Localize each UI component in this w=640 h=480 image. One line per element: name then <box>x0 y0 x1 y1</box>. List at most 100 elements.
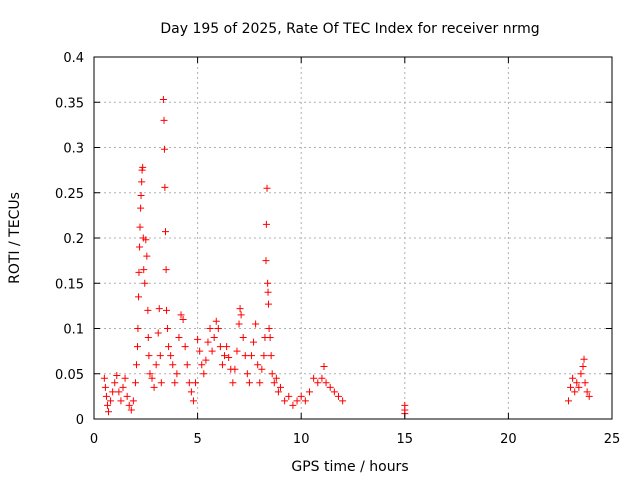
data-point <box>167 352 175 360</box>
data-point <box>165 343 173 351</box>
data-point <box>192 379 200 387</box>
data-point <box>156 352 164 360</box>
data-point <box>573 379 581 387</box>
data-point <box>150 383 158 391</box>
data-point <box>231 365 239 373</box>
data-point <box>285 392 293 400</box>
data-point <box>187 388 195 396</box>
data-point <box>152 361 160 369</box>
y-tick-label: 0.35 <box>55 96 84 111</box>
data-point <box>264 279 272 287</box>
data-point <box>148 374 156 382</box>
x-tick-label: 25 <box>604 432 621 447</box>
data-point <box>194 335 202 343</box>
data-point <box>134 325 142 332</box>
data-point <box>585 392 593 400</box>
data-point <box>198 361 206 369</box>
data-point <box>272 374 280 382</box>
data-point <box>138 178 146 186</box>
data-point <box>185 379 193 387</box>
data-point <box>196 347 204 355</box>
data-point <box>142 236 150 244</box>
data-point <box>289 401 297 409</box>
data-point <box>258 365 266 373</box>
data-point <box>132 361 140 369</box>
y-tick-label: 0.3 <box>63 142 84 157</box>
data-point <box>264 300 272 308</box>
data-point <box>245 379 253 387</box>
x-tick-label: 15 <box>397 432 414 447</box>
data-point <box>212 317 220 325</box>
data-point <box>330 388 338 396</box>
data-point <box>143 252 151 260</box>
data-point <box>274 388 282 396</box>
data-point <box>183 361 191 369</box>
data-point <box>281 397 289 405</box>
data-point <box>135 268 143 276</box>
data-point <box>160 116 168 124</box>
x-axis-ticks: 0 5 10 15 20 25 <box>90 57 620 447</box>
data-point <box>260 352 268 360</box>
data-point <box>159 96 167 104</box>
data-point <box>252 320 260 328</box>
data-point <box>567 383 575 391</box>
x-tick-label: 20 <box>500 432 517 447</box>
data-point <box>223 343 231 351</box>
data-point <box>173 370 181 378</box>
data-point <box>119 383 127 391</box>
data-point <box>221 352 229 360</box>
data-point <box>236 305 244 313</box>
y-axis-ticks: 0 0.05 0.1 0.15 0.2 0.25 0.3 0.35 0.4 <box>55 51 612 428</box>
chart-title: Day 195 of 2025, Rate Of TEC Index for r… <box>160 21 539 37</box>
data-point <box>580 355 588 363</box>
data-point <box>322 379 330 387</box>
data-point <box>581 379 589 387</box>
data-point <box>265 325 273 332</box>
data-point <box>131 379 139 387</box>
data-point <box>117 397 125 405</box>
data-point <box>105 408 113 416</box>
data-point <box>137 191 145 199</box>
data-point <box>160 145 168 153</box>
x-tick-label: 5 <box>193 432 201 447</box>
data-point <box>177 311 185 319</box>
data-point <box>111 379 119 387</box>
data-point <box>113 372 121 380</box>
data-point <box>200 370 208 378</box>
data-point <box>161 228 169 236</box>
y-tick-label: 0.25 <box>55 187 84 202</box>
data-point <box>175 334 183 342</box>
data-point <box>229 379 237 387</box>
data-point <box>270 379 278 387</box>
data-point <box>134 343 142 351</box>
data-point <box>583 388 591 396</box>
data-point <box>161 183 169 191</box>
data-point <box>135 293 143 301</box>
data-point <box>276 383 284 391</box>
data-point <box>121 374 129 382</box>
data-point <box>267 352 275 360</box>
data-point <box>155 305 163 313</box>
data-point <box>208 347 216 355</box>
data-point <box>123 392 131 400</box>
data-point <box>154 329 162 337</box>
data-point <box>334 392 342 400</box>
data-point <box>171 379 179 387</box>
data-point <box>107 397 115 405</box>
data-point <box>101 383 109 391</box>
data-point <box>144 306 152 314</box>
data-point <box>564 397 572 405</box>
data-point <box>146 370 154 378</box>
data-point <box>218 361 226 369</box>
data-point <box>162 266 170 274</box>
data-point <box>569 374 577 382</box>
data-point <box>144 334 152 342</box>
data-point <box>129 397 137 405</box>
data-point <box>181 343 189 351</box>
data-point <box>100 374 108 382</box>
data-point <box>305 388 313 396</box>
y-tick-label: 0.2 <box>63 232 84 247</box>
data-point <box>169 361 177 369</box>
data-point <box>254 361 262 369</box>
